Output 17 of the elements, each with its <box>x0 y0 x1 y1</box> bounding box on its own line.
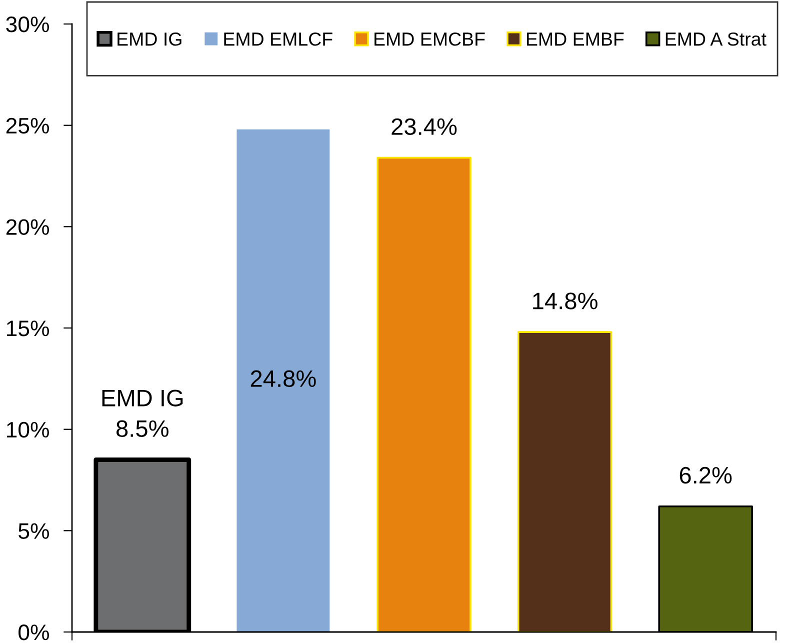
y-tick-label: 10% <box>6 422 49 438</box>
y-tick-label: 20% <box>6 219 49 235</box>
legend-label: EMD EMLCF <box>224 32 332 46</box>
y-tick-label: 0% <box>18 624 49 640</box>
data-label: 24.8% <box>250 370 316 388</box>
legend-label: EMD EMBF <box>527 32 624 46</box>
data-label: 23.4% <box>392 118 457 136</box>
legend-label: EMD A Strat <box>666 32 766 46</box>
legend-label: EMD IG <box>118 32 182 46</box>
data-label: 14.8% <box>533 292 598 310</box>
legend-label: EMD EMCBF <box>374 32 485 46</box>
y-tick-label: 25% <box>6 118 49 134</box>
data-label: 6.2% <box>680 466 732 484</box>
y-tick-label: 15% <box>6 320 49 336</box>
y-tick-label: 30% <box>6 16 49 32</box>
y-tick-label: 5% <box>18 523 49 539</box>
data-label: EMD IG 8.5% <box>102 390 183 438</box>
